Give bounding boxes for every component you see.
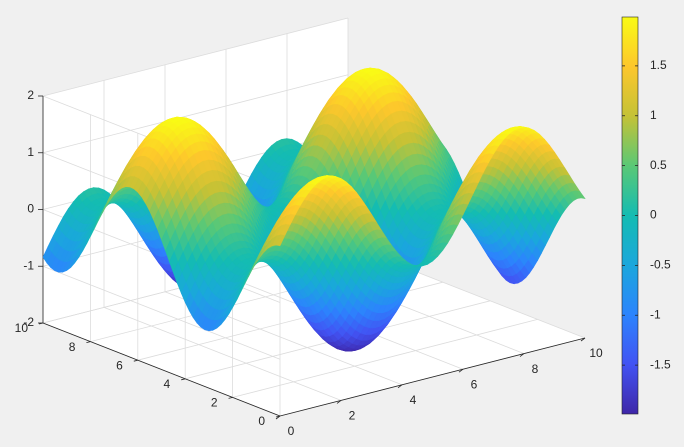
y-tick-label: 10 xyxy=(15,321,29,335)
colorbar-tick-label: 1 xyxy=(650,108,657,122)
grid-line xyxy=(103,307,342,401)
colorbar-tick-label: 0.5 xyxy=(650,158,667,172)
grid-line xyxy=(42,17,349,97)
x-axis-line xyxy=(279,337,586,417)
z-tick-label: 2 xyxy=(27,88,34,102)
colorbar-tick-label: 1.5 xyxy=(650,58,667,72)
colorbar-tick-label: -1 xyxy=(650,307,661,321)
x-tick-label: 0 xyxy=(288,424,295,438)
y-tick-label: 0 xyxy=(258,414,265,428)
colorbar-tick-label: 0 xyxy=(650,208,657,222)
colorbar: -1.5 -1 -0.5 0 0.5 1 1.5 xyxy=(621,16,671,415)
x-tick-mark xyxy=(580,337,586,342)
grid-line xyxy=(42,265,281,360)
colorbar-tick-label: -0.5 xyxy=(650,258,671,272)
grid-line xyxy=(42,74,349,154)
y-tick-label: 4 xyxy=(164,377,171,391)
y-tick-mark xyxy=(181,378,186,381)
x-tick-mark xyxy=(458,368,464,373)
y-tick-label: 2 xyxy=(211,396,218,410)
colorbar-tick-label: -1.5 xyxy=(650,357,671,371)
surface-patch xyxy=(575,190,586,200)
y-tick-mark xyxy=(86,341,91,343)
x-tick-label: 8 xyxy=(532,362,539,376)
z-tick-label: 0 xyxy=(27,202,34,216)
x-tick-mark xyxy=(519,353,525,357)
y-tick-mark xyxy=(228,397,233,399)
z-tick-label: 1 xyxy=(27,145,34,159)
y-tick-label: 6 xyxy=(116,358,123,372)
y-tick-label: 8 xyxy=(69,340,76,354)
x-tick-label: 6 xyxy=(471,377,478,391)
x-tick-label: 10 xyxy=(589,346,603,360)
y-tick-mark xyxy=(133,359,138,362)
y-tick-mark xyxy=(275,415,281,418)
z-tick-label: -1 xyxy=(23,258,34,272)
x-tick-mark xyxy=(397,384,403,389)
x-tick-label: 4 xyxy=(410,393,417,407)
surface-plot xyxy=(42,67,586,352)
z-tick-label: -2 xyxy=(23,315,34,329)
y-axis-line xyxy=(42,322,281,417)
x-tick-mark xyxy=(336,400,342,404)
x-tick-label: 2 xyxy=(349,409,356,423)
grid-line xyxy=(232,319,538,398)
